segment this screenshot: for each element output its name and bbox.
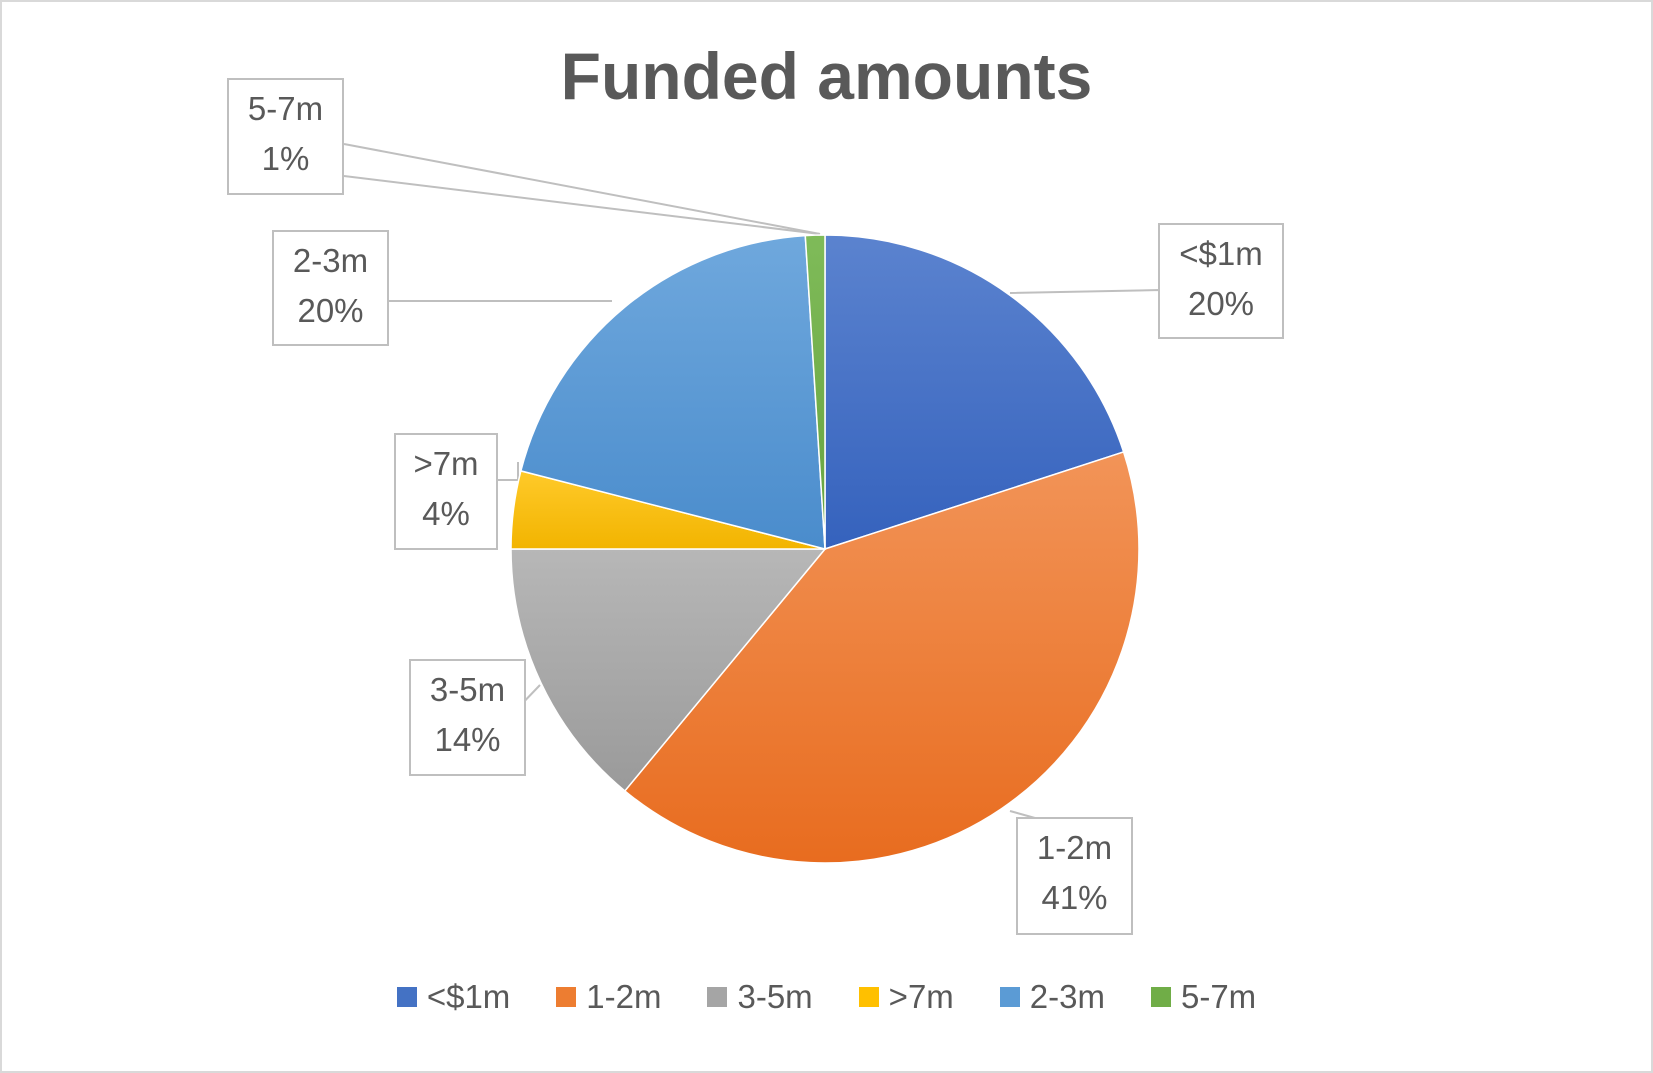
pie-slices (510, 234, 1140, 864)
pie-slice-3-5m[interactable] (510, 548, 827, 792)
leader-line-gt7m (498, 462, 519, 481)
legend-label: <$1m (426, 978, 511, 1015)
legend-swatch (396, 987, 417, 1007)
data-label-category: >7m (413, 445, 479, 482)
legend-label: >7m (888, 978, 954, 1015)
data-label-category: 5-7m (247, 90, 324, 127)
data-label-percent: 4% (422, 495, 470, 532)
legend-swatch (707, 987, 728, 1007)
leader-line-2-3m (386, 300, 612, 329)
legend-label: 3-5m (737, 978, 813, 1015)
pie-slice-5-7m[interactable] (804, 234, 826, 550)
legend-label: 2-3m (1029, 978, 1105, 1015)
leader-line-1-2m (1009, 810, 1036, 819)
pie-slice-1-2m[interactable] (623, 451, 1140, 864)
data-label-category: <$1m (1179, 235, 1263, 272)
data-label-1-2m: 1-2m 41% (1016, 817, 1133, 935)
data-label-category: 2-3m (292, 242, 369, 279)
legend-item-1-2m[interactable]: 1-2m (556, 978, 661, 1016)
legend-item-lt1m[interactable]: <$1m (396, 978, 511, 1016)
data-label-percent: 1% (261, 140, 310, 177)
legend-swatch (858, 987, 879, 1007)
leader-line-5-7m-b (343, 175, 821, 235)
data-label-gt7m: >7m 4% (394, 433, 498, 550)
data-label-percent: 41% (1041, 879, 1108, 916)
leader-line-5-7m (343, 143, 821, 235)
data-label-percent: 20% (297, 292, 364, 329)
data-label-category: 1-2m (1036, 829, 1113, 866)
chart-legend: <$1m 1-2m 3-5m >7m 2-3m 5-7m (0, 978, 1653, 1016)
legend-item-gt7m[interactable]: >7m (858, 978, 954, 1016)
legend-swatch (556, 987, 577, 1007)
legend-label: 5-7m (1180, 978, 1257, 1015)
legend-item-3-5m[interactable]: 3-5m (707, 978, 813, 1016)
legend-swatch (1150, 987, 1171, 1007)
data-label-category: 3-5m (429, 671, 506, 708)
data-label-lt1m: <$1m 20% (1158, 223, 1284, 339)
legend-item-5-7m[interactable]: 5-7m (1150, 978, 1257, 1016)
pie-slice-2-3m[interactable] (519, 234, 826, 550)
chart-title: Funded amounts (560, 39, 1093, 113)
data-label-2-3m: 2-3m 20% (272, 230, 389, 346)
data-label-percent: 20% (1187, 285, 1255, 322)
legend-swatch (999, 987, 1020, 1007)
legend-label: 1-2m (586, 978, 662, 1015)
pie-slice-lt1m[interactable] (824, 234, 1125, 551)
legend-item-2-3m[interactable]: 2-3m (999, 978, 1105, 1016)
data-label-3-5m: 3-5m 14% (409, 659, 526, 776)
data-label-percent: 14% (434, 721, 501, 758)
data-label-5-7m: 5-7m 1% (227, 78, 344, 195)
